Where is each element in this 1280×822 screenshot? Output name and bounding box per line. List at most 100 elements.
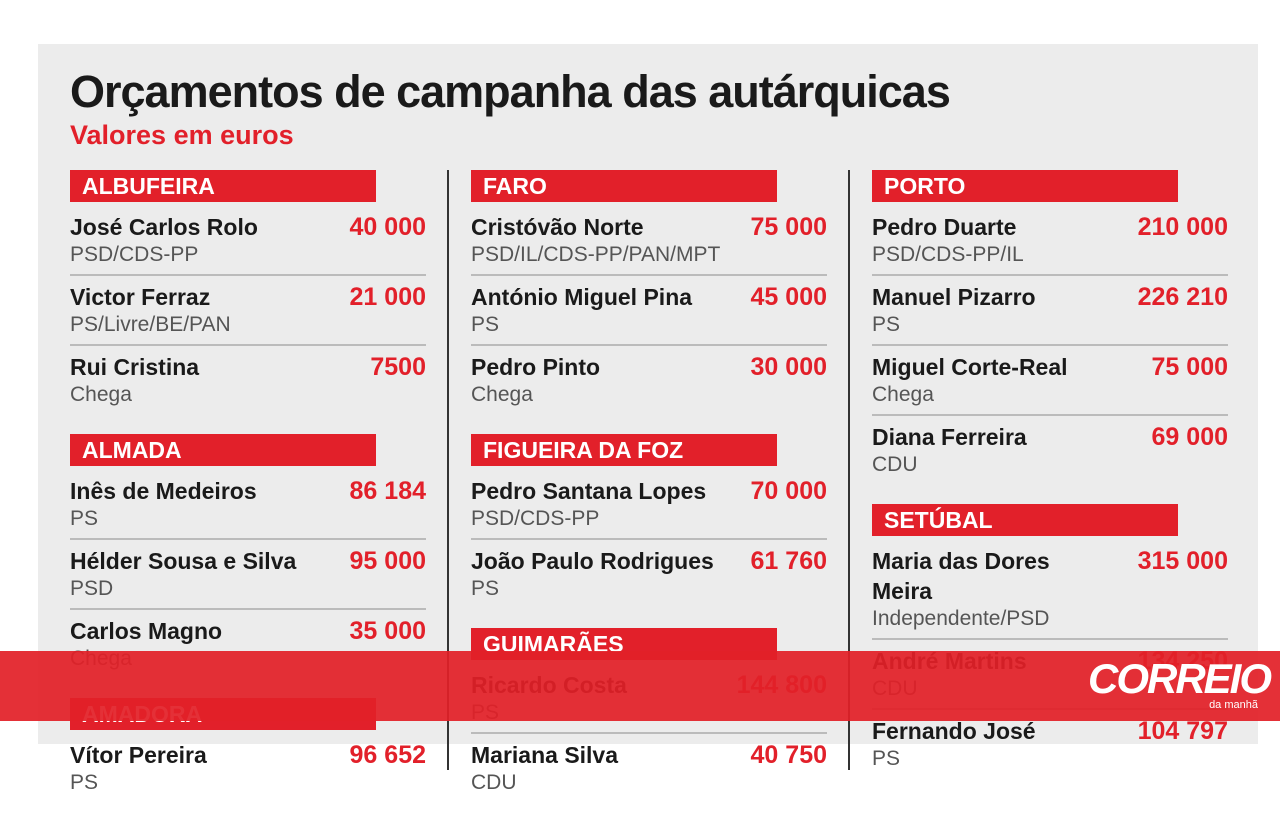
candidate-name: Cristóvão Norte	[471, 214, 644, 240]
section-header: ALBUFEIRA	[70, 170, 376, 202]
candidate-info: Cristóvão Norte PSD/IL/CDS-PP/PAN/MPT	[471, 212, 720, 268]
budget-value: 69 000	[1151, 423, 1228, 451]
candidate-info: Vítor Pereira PS	[70, 740, 207, 796]
logo-tagline: da manhã	[1209, 699, 1258, 711]
section: FARO Cristóvão Norte PSD/IL/CDS-PP/PAN/MPT…	[471, 170, 827, 414]
party: CDU	[471, 771, 517, 794]
candidate-info: Mariana Silva CDU	[471, 740, 618, 796]
candidate-name: Pedro Santana Lopes	[471, 478, 707, 504]
party: PSD/IL/CDS-PP/PAN/MPT	[471, 243, 721, 266]
budget-value: 210 000	[1137, 213, 1228, 241]
party: PSD	[70, 577, 114, 600]
page: Orçamentos de campanha das autárquicas V…	[0, 44, 1280, 794]
column: FARO Cristóvão Norte PSD/IL/CDS-PP/PAN/MPT…	[471, 170, 827, 822]
candidate-name: Rui Cristina	[70, 354, 200, 380]
budget-value: 35 000	[349, 617, 426, 645]
candidate-row: Cristóvão Norte PSD/IL/CDS-PP/PAN/MPT 75 0…	[471, 206, 827, 276]
party: PS/Livre/BE/PAN	[70, 313, 231, 336]
candidate-name: Hélder Sousa e Silva	[70, 548, 297, 574]
budget-value: 86 184	[349, 477, 426, 505]
candidate-info: Pedro Pinto Chega	[471, 352, 600, 408]
candidate-name: Meira	[872, 578, 933, 604]
candidate-row: Maria das Dores Meira Independente/PSD 315 …	[872, 540, 1228, 640]
budget-value: 61 760	[750, 547, 827, 575]
candidate-info: Pedro Santana Lopes PSD/CDS-PP	[471, 476, 706, 532]
candidate-name: Maria das Dores	[872, 548, 1050, 574]
budget-value: 7500	[370, 353, 426, 381]
candidate-info: Victor Ferraz PS/Livre/BE/PAN	[70, 282, 231, 338]
candidate-name: Pedro Pinto	[471, 354, 601, 380]
candidate-info: Inês de Medeiros PS	[70, 476, 257, 532]
budget-value: 75 000	[1151, 353, 1228, 381]
candidate-info: Fernando José PS	[872, 716, 1036, 772]
section: SETÚBAL Maria das Dores Meira Independente/…	[872, 504, 1228, 778]
section-header: ALMADA	[70, 434, 376, 466]
section-header: SETÚBAL	[872, 504, 1178, 536]
party: PS	[70, 507, 99, 530]
column: ALBUFEIRA José Carlos Rolo PSD/CDS-PP 40 00…	[70, 170, 426, 822]
divider	[848, 170, 850, 770]
party: PS	[872, 747, 901, 770]
section: FIGUEIRA DA FOZ Pedro Santana Lopes PSD/CD…	[471, 434, 827, 608]
party: Chega	[471, 383, 533, 406]
budget-value: 315 000	[1137, 547, 1228, 575]
budget-value: 30 000	[750, 353, 827, 381]
candidate-name: Carlos Magno	[70, 618, 223, 644]
candidate-name: João Paulo Rodrigues	[471, 548, 714, 574]
candidate-name: Miguel Corte-Real	[872, 354, 1068, 380]
panel: Orçamentos de campanha das autárquicas V…	[38, 44, 1258, 794]
candidate-row: Victor Ferraz PS/Livre/BE/PAN 21 000	[70, 276, 426, 346]
section-header: FARO	[471, 170, 777, 202]
candidate-row: Inês de Medeiros PS 86 184	[70, 470, 426, 540]
candidate-row: António Miguel Pina PS 45 000	[471, 276, 827, 346]
candidate-info: José Carlos Rolo PSD/CDS-PP	[70, 212, 258, 268]
candidate-info: António Miguel Pina PS	[471, 282, 692, 338]
candidate-row: Pedro Pinto Chega 30 000	[471, 346, 827, 414]
candidate-row: João Paulo Rodrigues PS 61 760	[471, 540, 827, 608]
footer-bar: CORREIO da manhã	[0, 651, 1280, 721]
candidate-info: Manuel Pizarro PS	[872, 282, 1036, 338]
candidate-info: Pedro Duarte PSD/CDS-PP/IL	[872, 212, 1024, 268]
candidate-info: Maria das Dores Meira Independente/PSD	[872, 546, 1050, 632]
candidate-name: Mariana Silva	[471, 742, 619, 768]
section-header: FIGUEIRA DA FOZ	[471, 434, 777, 466]
budget-value: 40 000	[349, 213, 426, 241]
party: PS	[471, 577, 500, 600]
party: Chega	[872, 383, 934, 406]
section-header: PORTO	[872, 170, 1178, 202]
party: PSD/CDS-PP/IL	[872, 243, 1024, 266]
budget-value: 104 797	[1137, 717, 1228, 745]
candidate-row: Pedro Duarte PSD/CDS-PP/IL 210 000	[872, 206, 1228, 276]
candidate-row: Manuel Pizarro PS 226 210	[872, 276, 1228, 346]
candidate-row: Diana Ferreira CDU 69 000	[872, 416, 1228, 484]
party: Independente/PSD	[872, 607, 1050, 630]
budget-value: 226 210	[1137, 283, 1228, 311]
budget-value: 21 000	[349, 283, 426, 311]
candidate-row: Hélder Sousa e Silva PSD 95 000	[70, 540, 426, 610]
candidate-name: António Miguel Pina	[471, 284, 693, 310]
candidate-name: Inês de Medeiros	[70, 478, 257, 504]
candidate-row: Rui Cristina Chega 7500	[70, 346, 426, 414]
candidate-info: Rui Cristina Chega	[70, 352, 199, 408]
section: ALBUFEIRA José Carlos Rolo PSD/CDS-PP 40 00…	[70, 170, 426, 414]
party: PSD/CDS-PP	[471, 507, 600, 530]
budget-value: 96 652	[349, 741, 426, 769]
candidate-info: Hélder Sousa e Silva PSD	[70, 546, 296, 602]
candidate-row: Vítor Pereira PS 96 652	[70, 734, 426, 802]
logo[interactable]: CORREIO	[1087, 655, 1272, 702]
divider	[447, 170, 449, 770]
candidate-name: José Carlos Rolo	[70, 214, 258, 240]
budget-value: 45 000	[750, 283, 827, 311]
candidate-name: Diana Ferreira	[872, 424, 1027, 450]
candidate-row: Miguel Corte-Real Chega 75 000	[872, 346, 1228, 416]
candidate-name: Pedro Duarte	[872, 214, 1017, 240]
candidate-info: Miguel Corte-Real Chega	[872, 352, 1068, 408]
title: Orçamentos de campanha das autárquicas	[70, 66, 951, 117]
party: PS	[872, 313, 901, 336]
budget-value: 75 000	[750, 213, 827, 241]
party: Chega	[70, 383, 132, 406]
candidate-info: João Paulo Rodrigues PS	[471, 546, 714, 602]
party: PS	[70, 771, 99, 794]
section: ALMADA Inês de Medeiros PS 86 184 Hélder Sou…	[70, 434, 426, 678]
budget-value: 70 000	[750, 477, 827, 505]
